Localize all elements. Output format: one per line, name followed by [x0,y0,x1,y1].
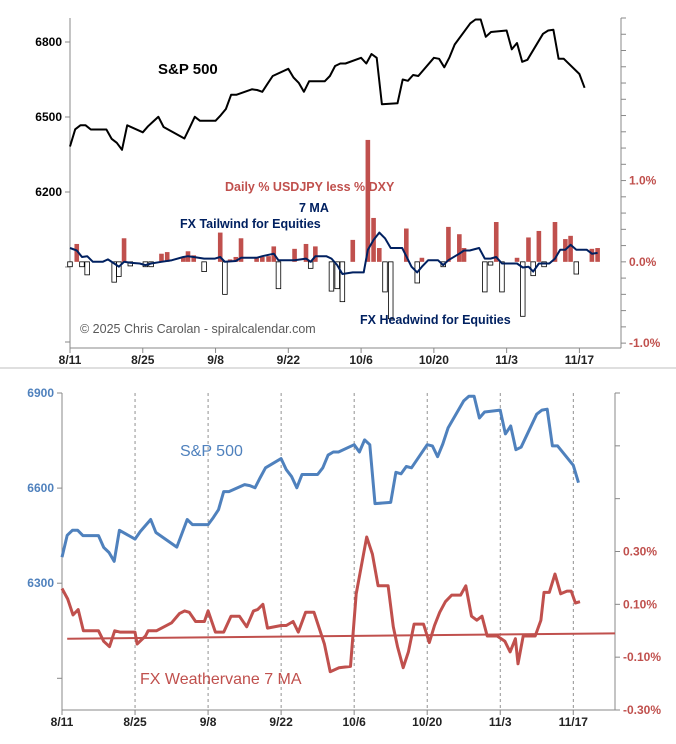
bar [446,226,451,262]
bar [339,261,346,303]
headwind-label: FX Headwind for Equities [360,313,511,327]
bar [526,237,531,262]
x-tick-label: 11/17 [565,353,595,367]
right-tick-label: -0.10% [623,650,661,664]
left-tick-label: 6600 [27,481,54,495]
bar [292,248,297,262]
bar [514,257,520,262]
bar [254,256,259,262]
trend-line [67,632,616,640]
bar [116,261,122,277]
bar [499,261,505,293]
bar [217,232,223,262]
bar [493,222,499,262]
bar [568,235,573,262]
x-tick-label: 8/25 [131,353,155,367]
bar [181,256,186,262]
bar [313,246,318,262]
ma-label: 7 MA [299,201,329,215]
bar [303,243,309,262]
bar [164,252,170,262]
top-sp500-label: S&P 500 [158,61,218,78]
x-tick-label: 10/6 [342,715,366,729]
right-tick-label: -1.0% [629,336,661,350]
bar [74,243,80,262]
bar [487,261,494,266]
x-tick-label: 9/8 [200,715,217,729]
bar [201,261,207,272]
bar [552,222,558,262]
x-tick-label: 11/3 [489,715,512,729]
bar [238,238,244,262]
x-tick-label: 8/25 [123,715,147,729]
bar [260,256,265,262]
ma-line [69,231,598,275]
fx-weathervane-label: FX Weathervane 7 MA [140,671,302,688]
tailwind-label: FX Tailwind for Equities [180,217,321,231]
bar [79,261,85,268]
bar [376,248,382,262]
right-tick-label: 1.0% [629,174,657,188]
left-tick-label: 6300 [27,576,54,590]
bars-label: Daily % USDJPY less % DXY [225,180,395,194]
bar [388,261,394,320]
bar [350,239,356,262]
x-tick-label: 10/6 [349,353,373,367]
bar [365,139,371,262]
x-tick-label: 9/8 [207,353,224,367]
x-tick-label: 11/17 [559,715,589,729]
bar [233,256,239,262]
right-tick-label: 0.0% [629,255,657,269]
bar [536,230,542,262]
bar [307,261,314,269]
bar [334,261,340,290]
copyright-text: © 2025 Chris Carolan - spiralcalendar.co… [80,322,316,336]
bottom-sp500-label: S&P 500 [180,443,243,460]
right-tick-label: 0.10% [623,597,657,611]
x-tick-label: 9/22 [277,353,301,367]
bar [191,255,197,262]
sp500-line-top [69,18,586,151]
left-tick-label: 6900 [27,386,54,400]
top-panel: 6800 6500 6200 1.0% 0.0% -1.0% 8/11 8/25 9/8 9/22… [35,17,661,367]
bar [404,228,409,262]
bar [457,234,462,262]
x-tick-label: 11/3 [495,353,518,367]
right-tick-label: 0.30% [623,545,657,559]
bar [595,248,600,262]
x-tick-label: 10/20 [412,715,442,729]
right-tick-label: -0.30% [623,703,661,717]
x-tick-label: 9/22 [269,715,293,729]
left-tick-label: 6800 [35,35,62,49]
bar [67,261,73,268]
bar [222,261,228,295]
x-tick-label: 10/20 [419,353,449,367]
bar [520,261,526,317]
left-tick-label: 6500 [35,110,62,124]
x-tick-label: 8/11 [51,715,74,729]
bar [84,261,90,276]
bar [589,248,595,262]
bar [419,257,425,262]
left-tick-label: 6200 [35,185,62,199]
bar [482,261,488,293]
sp500-line-bottom [60,394,580,563]
fx-weathervane-line [60,535,581,674]
bottom-panel: 6900 6600 6300 0.30% 0.10% -0.10% -0.30% 8/11 8/… [27,386,661,729]
bar [382,261,388,293]
bar [573,261,579,275]
bar [275,261,282,290]
bar [159,253,164,262]
bar [266,256,271,262]
bar [328,261,335,292]
bar [121,238,127,262]
bar [461,248,467,262]
x-tick-label: 8/11 [59,353,82,367]
